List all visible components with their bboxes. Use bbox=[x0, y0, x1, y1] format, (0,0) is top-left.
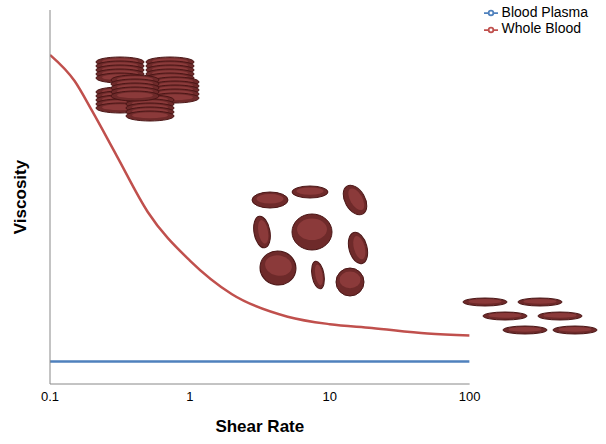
html-text:Blood Plasma: Blood Plasma bbox=[501, 4, 588, 20]
svg-text:10: 10 bbox=[323, 389, 337, 404]
html-text:Whole Blood: Whole Blood bbox=[501, 20, 581, 37]
svg-text:Shear Rate: Shear Rate bbox=[215, 417, 304, 436]
svg-text:1: 1 bbox=[186, 389, 193, 404]
svg-text:0.1: 0.1 bbox=[41, 389, 59, 404]
svg-text:100: 100 bbox=[459, 389, 481, 404]
svg-text:Viscosity: Viscosity bbox=[11, 159, 30, 234]
